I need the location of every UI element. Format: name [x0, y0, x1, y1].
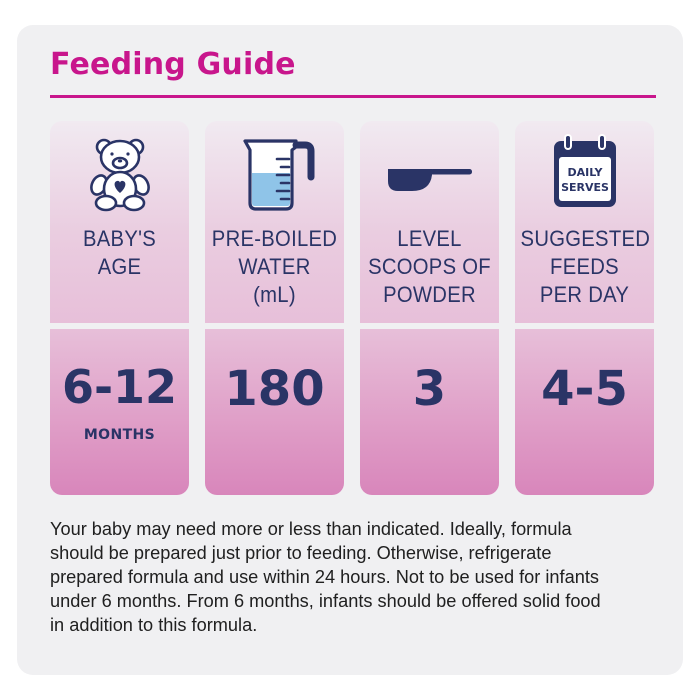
- column-babys-age: BABY'S AGE 6-12 MONTHS: [50, 121, 189, 495]
- column-label: BABY'S AGE: [82, 226, 157, 279]
- age-unit: MONTHS: [83, 427, 156, 443]
- disclaimer-text: Your baby may need more or less than ind…: [50, 519, 601, 635]
- teddy-bear-icon: [50, 133, 189, 213]
- column-scoops: LEVEL SCOOPS OF POWDER 3: [360, 121, 499, 495]
- calendar-text-line: SERVES: [561, 181, 609, 194]
- column-label: SUGGESTED FEEDS PER DAY: [520, 226, 651, 307]
- scoops-value: 3: [412, 361, 447, 417]
- page-title: Feeding Guide: [50, 47, 296, 82]
- calendar-icon: DAILY SERVES: [515, 133, 654, 213]
- age-value: 6-12: [61, 360, 178, 414]
- column-label: LEVEL SCOOPS OF POWDER: [368, 226, 491, 307]
- calendar-text-line: DAILY: [567, 166, 603, 179]
- title-divider: [50, 95, 656, 98]
- scoop-icon: [360, 133, 499, 213]
- column-header-panel: [360, 121, 499, 323]
- measuring-jug-icon: [205, 133, 344, 213]
- column-water: PRE-BOILED WATER (mL) 180: [205, 121, 344, 495]
- water-value: 180: [224, 361, 325, 417]
- feeding-guide-card: Feeding Guide BABY'S A: [17, 25, 683, 675]
- column-feeds-per-day: DAILY SERVES SUGGESTED FEEDS PER DAY 4-5: [515, 121, 654, 495]
- feeds-value: 4-5: [541, 361, 628, 417]
- column-value-panel: [205, 329, 344, 495]
- column-label: PRE-BOILED WATER (mL): [211, 226, 338, 307]
- column-value-panel: [50, 329, 189, 495]
- column-value-panel: [360, 329, 499, 495]
- column-value-panel: [515, 329, 654, 495]
